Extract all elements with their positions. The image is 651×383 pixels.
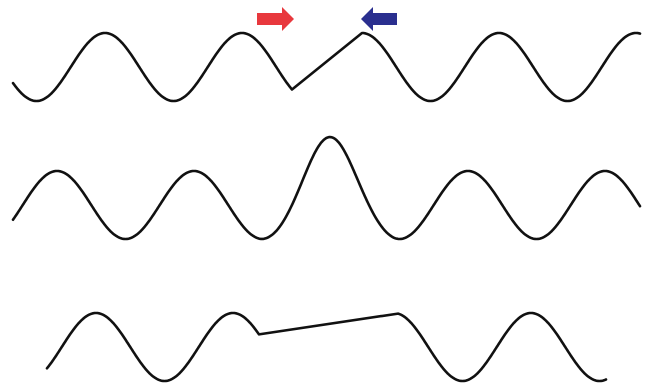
wave-middle (11, 135, 642, 241)
wave-top (11, 31, 642, 103)
panel-pulses-superposed (11, 135, 642, 241)
panel-pulses-cancelled (45, 311, 608, 383)
right-moving-arrow-icon (257, 7, 294, 31)
left-moving-arrow-icon (361, 7, 397, 31)
panel-two-pulses-approaching (11, 7, 642, 103)
wave-bottom (45, 311, 608, 383)
